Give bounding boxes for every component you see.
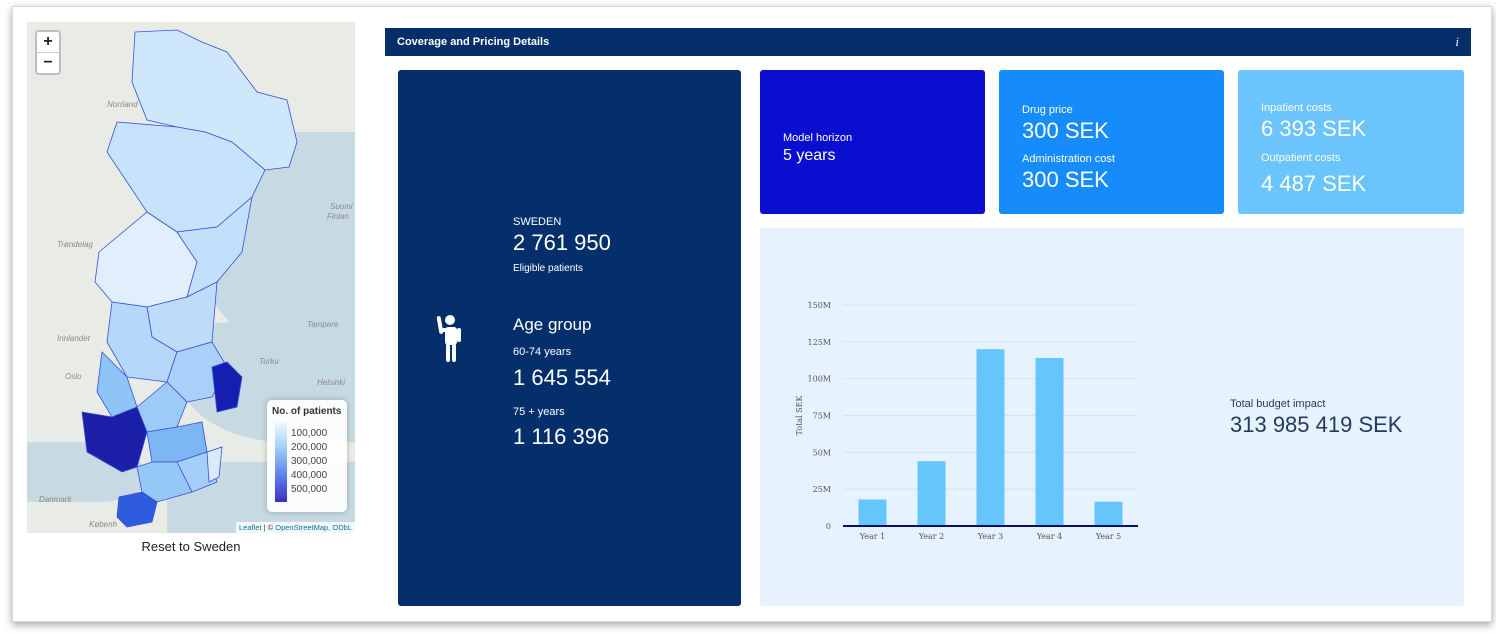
map-label: Suomi	[330, 202, 353, 211]
region-kalmar	[176, 451, 218, 493]
model-horizon-value: 5 years	[783, 147, 836, 164]
y-tick-label: 50M	[813, 448, 831, 457]
bar	[1094, 501, 1123, 526]
attribution-separator: | ©	[261, 523, 276, 532]
drug-cost-card: Drug price 300 SEK Administration cost 3…	[999, 70, 1224, 214]
map-legend: No. of patients 100,000 200,000 300,000 …	[267, 400, 347, 512]
inpatient-costs-value: 6 393 SEK	[1261, 116, 1367, 141]
bar	[858, 499, 887, 526]
zoom-out-button[interactable]: −	[37, 52, 59, 73]
age-group-label: 75 + years	[513, 406, 565, 418]
map-label: Turku	[259, 357, 279, 366]
zoom-control: + −	[35, 30, 61, 75]
x-tick-label: Year 1	[859, 532, 886, 541]
bar	[976, 349, 1005, 526]
administration-cost-value: 300 SEK	[1022, 167, 1109, 192]
total-budget-value: 313 985 419 SEK	[1230, 412, 1403, 437]
map-label: Tampere	[307, 320, 339, 329]
info-icon[interactable]: i	[1455, 34, 1459, 49]
map-label: Helsinki	[317, 378, 346, 387]
country-label: SWEDEN	[513, 216, 562, 228]
map-label: Finlan	[327, 212, 349, 221]
total-budget-label: Total budget impact	[1230, 398, 1326, 410]
x-tick-label: Year 4	[1036, 532, 1063, 541]
age-group-value: 1 645 554	[513, 365, 611, 390]
population-card: SWEDEN 2 761 950 Eligible patients Age g…	[398, 70, 741, 606]
legend-value: 500,000	[291, 484, 328, 495]
y-tick-label: 100M	[808, 375, 831, 384]
legend-title: No. of patients	[272, 406, 342, 417]
care-cost-card: Inpatient costs 6 393 SEK Outpatient cos…	[1238, 70, 1464, 214]
zoom-in-button[interactable]: +	[43, 33, 53, 50]
region-vasternorrland	[176, 195, 253, 298]
outpatient-costs-value: 4 487 SEK	[1261, 171, 1367, 196]
y-tick-label: 125M	[808, 338, 831, 347]
eligible-patients-value: 2 761 950	[513, 230, 611, 255]
region-vastra-gotaland	[81, 406, 148, 473]
legend-value: 400,000	[291, 470, 328, 481]
region-gotland	[206, 446, 223, 483]
legend-value: 300,000	[291, 456, 328, 467]
map-attribution: Leaflet | © OpenStreetMap, ODbL	[236, 522, 355, 533]
inpatient-costs-label: Inpatient costs	[1261, 102, 1332, 114]
map-label: Københ	[89, 520, 118, 529]
map-panel[interactable]: Norrland Trøndelag Innlandet Oslo Suomi …	[27, 22, 355, 533]
legend-value: 100,000	[291, 428, 328, 439]
eligible-patients-caption: Eligible patients	[513, 263, 584, 274]
x-tick-label: Year 3	[977, 532, 1004, 541]
legend-color-ramp	[275, 422, 287, 502]
map-label: Innlandet	[57, 334, 90, 343]
map-label: Danmark	[39, 495, 72, 504]
y-tick-label: 75M	[813, 412, 831, 421]
budget-bar-chart: 0 25M 50M 75M 100M 125M 150M Year 1 Year 2 Year 3…	[795, 301, 1138, 541]
outpatient-costs-label: Outpatient costs	[1261, 152, 1341, 164]
osm-link[interactable]: OpenStreetMap, ODbL	[275, 523, 352, 532]
reset-to-sweden-link[interactable]: Reset to Sweden	[141, 539, 241, 554]
region-skane	[116, 491, 158, 528]
y-axis-label: Total SEK	[795, 395, 804, 436]
sweden-choropleth[interactable]	[27, 22, 355, 533]
age-group-label: 60-74 years	[513, 346, 572, 358]
map-label: Trøndelag	[57, 240, 93, 249]
leaflet-link[interactable]: Leaflet	[239, 523, 262, 532]
region-stockholm	[211, 361, 243, 413]
model-horizon-card: Model horizon 5 years	[760, 70, 985, 214]
x-tick-label: Year 2	[918, 532, 945, 541]
map-label: Oslo	[65, 372, 82, 381]
bar	[917, 461, 946, 526]
age-group-title: Age group	[513, 315, 592, 334]
administration-cost-label: Administration cost	[1022, 153, 1115, 165]
drug-price-label: Drug price	[1022, 104, 1073, 116]
y-tick-label: 150M	[808, 301, 831, 310]
bar	[1035, 358, 1064, 526]
y-tick-label: 0	[826, 522, 831, 531]
y-tick-label: 25M	[813, 485, 831, 494]
age-group-value: 1 116 396	[513, 424, 610, 449]
person-icon	[436, 315, 461, 362]
map-label: Norrland	[107, 100, 138, 109]
budget-chart-card: 0 25M 50M 75M 100M 125M 150M Year 1 Year 2 Year 3…	[760, 228, 1464, 606]
x-tick-label: Year 5	[1095, 532, 1122, 541]
drug-price-value: 300 SEK	[1022, 118, 1109, 143]
region-norrbotten	[131, 29, 298, 171]
model-horizon-label: Model horizon	[783, 132, 853, 144]
legend-value: 200,000	[291, 442, 328, 453]
section-header: Coverage and Pricing Details i	[385, 28, 1471, 56]
section-title: Coverage and Pricing Details	[397, 36, 550, 48]
